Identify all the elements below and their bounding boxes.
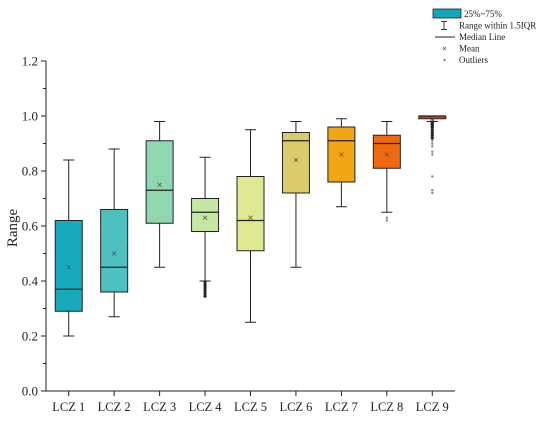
x-tick-label: LCZ 5 — [234, 400, 267, 414]
y-axis-label: Range — [5, 209, 21, 248]
outlier-point — [203, 291, 207, 295]
box-lcz-7 — [327, 118, 356, 208]
iqr-box — [100, 209, 129, 293]
mean-marker-stroke — [339, 152, 344, 157]
box-lcz-8 — [372, 121, 401, 222]
y-tick-label: 0.8 — [22, 164, 38, 179]
axes: 0.0 0.2 0.4 0.6 0.8 1.0 1.2 LCZ 1 LCZ 2 LCZ 3 LCZ … — [22, 54, 455, 414]
outlier-point — [430, 121, 434, 125]
outlier-point — [431, 139, 434, 142]
outlier-point — [431, 153, 434, 156]
mean-marker-stroke — [429, 116, 435, 122]
mean-marker-stroke — [111, 251, 117, 256]
mean-marker-stroke — [66, 264, 72, 270]
box-lcz-2 — [100, 148, 129, 318]
outlier-point — [431, 189, 434, 192]
mean-marker — [157, 182, 162, 188]
x-tick-label: LCZ 7 — [325, 400, 358, 414]
mean-marker-stroke — [384, 152, 390, 157]
y-tick-label: 0.0 — [22, 384, 38, 399]
x-tick-label: LCZ 9 — [416, 400, 449, 414]
outlier-point — [431, 150, 434, 153]
legend-label: 25%~75% — [464, 9, 502, 19]
y-tick-label: 1.2 — [22, 54, 38, 69]
outlier-point — [430, 136, 434, 140]
mean-marker — [202, 215, 208, 221]
mean-marker — [384, 152, 390, 157]
legend-label: Outliers — [459, 55, 488, 65]
legend-label: Median Line — [459, 32, 505, 42]
outlier-point — [430, 133, 434, 137]
mean-marker — [339, 152, 344, 157]
legend-label: Range within 1.5IQR — [459, 21, 536, 31]
outlier-point — [203, 283, 207, 287]
x-tick-label: LCZ 4 — [189, 400, 223, 414]
iqr-box — [281, 132, 310, 194]
box-lcz-3 — [145, 121, 174, 268]
y-tick-label: 0.4 — [22, 274, 39, 289]
mean-marker — [429, 116, 435, 122]
x-tick-label: LCZ 6 — [279, 400, 312, 414]
iqr-box — [191, 198, 220, 232]
iqr-box — [372, 134, 401, 169]
outlier-point — [203, 294, 207, 298]
mean-marker — [66, 264, 72, 270]
x-tick-label: LCZ 1 — [52, 400, 85, 414]
iqr-box — [236, 176, 265, 252]
mean-marker — [248, 215, 253, 221]
outlier-point — [431, 142, 434, 145]
iqr-box — [54, 220, 83, 312]
y-tick-label: 1.0 — [22, 109, 38, 124]
mean-marker-stroke — [157, 182, 162, 188]
outlier-point — [430, 130, 434, 135]
legend-label: Mean — [459, 44, 480, 54]
mean-marker-stroke — [293, 157, 299, 163]
outlier-point — [431, 145, 434, 148]
legend-item-box: 25%~75% — [432, 8, 502, 19]
x-tick-label: LCZ 8 — [370, 400, 403, 414]
legend-swatch-outlier — [443, 58, 446, 62]
box-series — [54, 115, 447, 337]
outlier-point — [203, 280, 207, 284]
x-tick-label: LCZ 3 — [143, 400, 176, 414]
outlier-point — [203, 286, 207, 290]
mean-marker-stroke — [248, 215, 253, 221]
outlier-point — [385, 216, 389, 219]
box-lcz-9 — [418, 115, 447, 195]
outlier-point — [430, 128, 434, 132]
mean-marker — [111, 251, 117, 256]
outlier-point — [431, 175, 434, 178]
y-tick-label: 0.6 — [22, 219, 39, 234]
outlier-point — [203, 289, 207, 293]
box-lcz-1 — [54, 159, 83, 337]
legend-swatch-box — [432, 8, 462, 19]
legend-item-outlier: Outliers — [443, 55, 488, 65]
iqr-box — [145, 140, 174, 224]
box-lcz-4 — [191, 156, 220, 298]
box-lcz-5 — [236, 129, 265, 323]
mean-marker — [293, 157, 299, 163]
legend-item-whisker: Range within 1.5IQR — [441, 21, 536, 31]
outlier-point — [385, 219, 389, 222]
x-tick-label: LCZ 2 — [98, 400, 131, 414]
axis-labels: Range — [5, 209, 21, 248]
legend-item-line: Median Line — [435, 32, 505, 42]
mean-marker-stroke — [202, 215, 208, 221]
box-lcz-6 — [281, 121, 310, 268]
y-tick-label: 0.2 — [22, 329, 38, 344]
outlier-point — [431, 191, 434, 195]
legend-item-mean: Mean — [442, 44, 480, 54]
legend-swatch-mean — [442, 46, 447, 51]
